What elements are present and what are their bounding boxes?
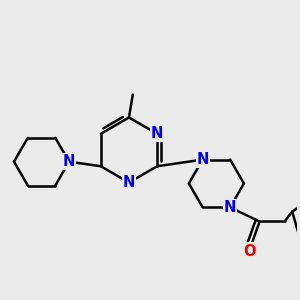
- Text: N: N: [151, 126, 163, 141]
- Text: N: N: [196, 152, 209, 167]
- Text: O: O: [243, 244, 256, 259]
- Text: N: N: [123, 175, 135, 190]
- Text: N: N: [63, 154, 75, 169]
- Text: N: N: [224, 200, 236, 215]
